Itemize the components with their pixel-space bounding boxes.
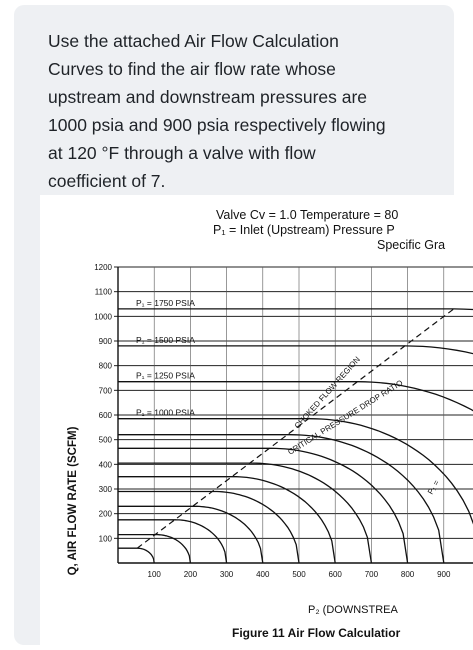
question-line: Use the attached Air Flow Calculation	[48, 31, 339, 51]
header-line-1: Valve Cv = 1.0 Temperature = 80	[216, 208, 398, 222]
x-tick-label: 800	[401, 570, 415, 579]
y-tick-label: 500	[99, 436, 113, 445]
series-label: P₁ = 1250 PSIA	[136, 371, 195, 381]
chart-grid	[118, 266, 473, 563]
y-tick-label: 1200	[94, 263, 112, 272]
question-line: at 120 °F through a valve with flow	[48, 143, 316, 163]
y-tick-label: 100	[99, 534, 113, 543]
flow-curve	[118, 381, 473, 412]
x-tick-label: 100	[148, 570, 162, 579]
y-axis-label: Q, AIR FLOW RATE (SCFM)	[67, 426, 79, 575]
x-tick-label: 900	[437, 570, 451, 579]
question-line: coefficient of 7.	[48, 171, 166, 191]
flow-curve	[118, 434, 445, 564]
x-tick-label: 400	[256, 570, 270, 579]
series-label: P₁ = 1750 PSIA	[136, 298, 195, 308]
x-tick-label: 600	[329, 570, 343, 579]
series-label: P₁ = 1500 PSIA	[136, 335, 195, 345]
flow-curve	[118, 447, 409, 564]
air-flow-chart: Valve Cv = 1.0 Temperature = 80 P₁ = Inl…	[67, 208, 473, 640]
x-tick-label: 700	[365, 570, 379, 579]
x-tick-label: 200	[184, 570, 198, 579]
question-line: upstream and downstream pressures are	[48, 87, 368, 107]
flow-curve	[118, 533, 192, 564]
y-tick-label: 600	[99, 411, 113, 420]
series-labels: P₁ = 1750 PSIA P₁ = 1500 PSIA P₁ = 1250 PS…	[136, 298, 195, 418]
y-tick-label: 1100	[95, 288, 113, 297]
corner-label: P₁ =	[426, 478, 441, 496]
x-tick-label: 300	[220, 570, 234, 579]
flow-curve	[118, 308, 473, 311]
x-tick-label: 500	[292, 570, 306, 579]
flow-curve	[118, 345, 473, 355]
series-label: P₁ = 1000 PSIA	[136, 408, 195, 418]
y-tick-label: 800	[99, 362, 113, 371]
question-line: Curves to find the air flow rate whose	[48, 59, 336, 79]
chart-axes: 100 200 300 400 500 600 700 800 900 1000 1100 1200 1…	[94, 263, 473, 579]
chart-curves	[118, 308, 473, 564]
y-tick-label: 1000	[94, 312, 112, 321]
flow-curve	[118, 490, 300, 564]
header-line-2: P₁ = Inlet (Upstream) Pressure P	[213, 223, 395, 237]
y-tick-label: 400	[99, 460, 113, 469]
flow-curve	[118, 505, 264, 564]
y-tick-label: 300	[99, 485, 113, 494]
y-tick-label: 200	[99, 510, 113, 519]
flow-curve	[118, 418, 473, 525]
flow-curve	[118, 462, 373, 564]
header-line-3: Specific Gra	[377, 238, 445, 252]
figure-caption: Figure 11 Air Flow Calculatior	[232, 626, 401, 640]
flow-curve	[118, 519, 228, 564]
y-tick-label: 700	[99, 386, 113, 395]
critical-ratio-line	[136, 308, 455, 549]
question-line: 1000 psia and 900 psia respectively flow…	[48, 115, 386, 135]
flow-curve	[118, 547, 155, 564]
air-flow-chart-figure: Valve Cv = 1.0 Temperature = 80 P₁ = Inl…	[40, 195, 473, 647]
flow-curve	[118, 476, 336, 564]
x-axis-label: P₂ (DOWNSTREA	[308, 604, 398, 616]
y-tick-label: 900	[99, 337, 113, 346]
question-text: Use the attached Air Flow Calculation Cu…	[48, 27, 448, 195]
